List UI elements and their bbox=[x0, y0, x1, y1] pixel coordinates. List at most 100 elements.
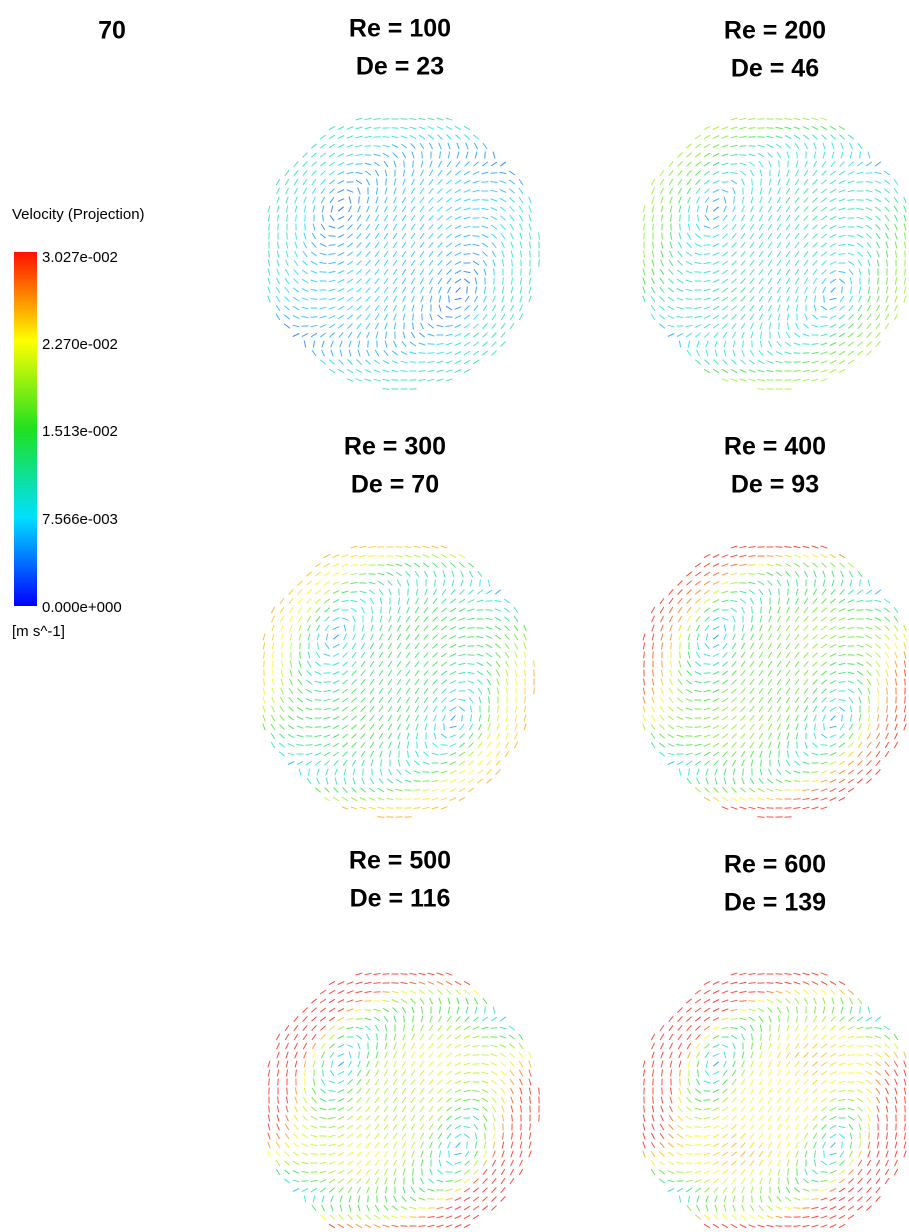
velocity-vector bbox=[510, 1087, 514, 1095]
velocity-vector bbox=[302, 1033, 308, 1041]
velocity-vector bbox=[694, 580, 702, 586]
velocity-vector bbox=[867, 1114, 871, 1122]
velocity-vector bbox=[786, 1159, 790, 1167]
velocity-vector bbox=[267, 205, 271, 213]
velocity-vector bbox=[365, 1105, 371, 1113]
velocity-vector bbox=[490, 1016, 498, 1022]
velocity-vector bbox=[677, 169, 683, 177]
velocity-vector bbox=[396, 768, 402, 776]
velocity-vector bbox=[694, 143, 702, 149]
velocity-vector bbox=[324, 624, 330, 632]
velocity-vector bbox=[731, 242, 737, 248]
velocity-vector bbox=[477, 570, 483, 578]
velocity-vector bbox=[731, 1115, 737, 1121]
velocity-vector bbox=[495, 750, 501, 758]
velocity-vector bbox=[722, 787, 728, 793]
velocity-vector bbox=[784, 554, 792, 558]
velocity-vector bbox=[866, 1196, 872, 1202]
velocity-vector bbox=[481, 1097, 489, 1103]
velocity-vector bbox=[409, 361, 417, 363]
velocity-vector bbox=[703, 161, 711, 167]
velocity-vector bbox=[312, 1195, 316, 1203]
velocity-vector bbox=[323, 689, 331, 693]
velocity-vector bbox=[820, 634, 828, 640]
velocity-vector bbox=[757, 1007, 765, 1013]
velocity-vector bbox=[812, 607, 818, 613]
velocity-vector bbox=[337, 234, 345, 238]
velocity-vector bbox=[740, 642, 746, 650]
velocity-vector bbox=[893, 1042, 899, 1050]
velocity-vector bbox=[293, 278, 299, 284]
velocity-vector bbox=[768, 606, 772, 614]
velocity-vector bbox=[686, 152, 692, 158]
velocity-vector bbox=[749, 1168, 755, 1176]
velocity-vector bbox=[820, 679, 828, 685]
velocity-vector bbox=[721, 990, 729, 994]
velocity-vector bbox=[267, 1114, 271, 1122]
velocity-vector bbox=[279, 714, 285, 722]
velocity-vector bbox=[749, 678, 755, 686]
velocity-vector bbox=[820, 661, 828, 667]
velocity-vector bbox=[802, 1198, 810, 1200]
velocity-vector bbox=[482, 304, 488, 312]
velocity-vector bbox=[757, 787, 765, 793]
velocity-vector bbox=[739, 117, 747, 121]
velocity-vector bbox=[739, 1025, 747, 1031]
velocity-vector bbox=[703, 279, 711, 283]
velocity-vector bbox=[515, 678, 517, 686]
velocity-vector bbox=[332, 554, 340, 558]
velocity-vector bbox=[397, 597, 401, 605]
velocity-vector bbox=[293, 1114, 299, 1122]
velocity-vector bbox=[428, 232, 434, 240]
velocity-vector bbox=[829, 351, 837, 355]
velocity-vector bbox=[660, 241, 664, 249]
velocity-vector bbox=[787, 322, 789, 330]
velocity-vector bbox=[523, 651, 527, 659]
velocity-vector bbox=[839, 723, 845, 731]
velocity-vector bbox=[767, 232, 773, 240]
velocity-vector bbox=[268, 250, 270, 258]
velocity-vector bbox=[350, 545, 358, 549]
velocity-vector bbox=[353, 624, 355, 632]
velocity-vector bbox=[449, 644, 457, 648]
velocity-vector bbox=[767, 580, 773, 586]
velocity-vector bbox=[885, 1141, 889, 1149]
velocity-vector bbox=[431, 779, 439, 783]
velocity-vector bbox=[858, 268, 862, 276]
velocity-vector bbox=[768, 196, 772, 204]
velocity-vector bbox=[463, 332, 471, 338]
velocity-vector bbox=[371, 615, 373, 623]
velocity-vector bbox=[500, 304, 506, 312]
velocity-vector bbox=[301, 1143, 309, 1147]
velocity-vector bbox=[401, 1051, 407, 1059]
velocity-vector bbox=[328, 1016, 336, 1022]
velocity-vector bbox=[424, 723, 428, 731]
velocity-vector bbox=[464, 1016, 470, 1022]
velocity-vector bbox=[494, 617, 502, 621]
velocity-vector bbox=[401, 286, 407, 294]
velocity-vector bbox=[528, 1132, 532, 1140]
velocity-vector bbox=[777, 1168, 781, 1176]
velocity-vector bbox=[714, 1195, 718, 1203]
velocity-vector bbox=[669, 669, 673, 677]
velocity-vector bbox=[829, 1097, 837, 1103]
velocity-vector bbox=[678, 340, 682, 348]
velocity-vector bbox=[323, 751, 331, 757]
velocity-vector bbox=[776, 669, 782, 677]
velocity-vector bbox=[857, 332, 863, 338]
velocity-vector bbox=[468, 589, 474, 595]
velocity-vector bbox=[463, 1089, 471, 1093]
velocity-vector bbox=[775, 981, 783, 985]
velocity-vector bbox=[812, 634, 818, 640]
velocity-vector bbox=[509, 1052, 515, 1058]
velocity-vector bbox=[829, 616, 837, 622]
velocity-vector bbox=[436, 369, 444, 373]
velocity-vector bbox=[474, 286, 478, 294]
velocity-vector bbox=[685, 1134, 693, 1138]
velocity-vector bbox=[428, 1024, 434, 1032]
velocity-vector bbox=[651, 214, 655, 222]
velocity-vector bbox=[775, 350, 783, 356]
velocity-vector bbox=[412, 1015, 414, 1023]
velocity-vector bbox=[731, 287, 737, 293]
velocity-vector bbox=[740, 1151, 746, 1157]
